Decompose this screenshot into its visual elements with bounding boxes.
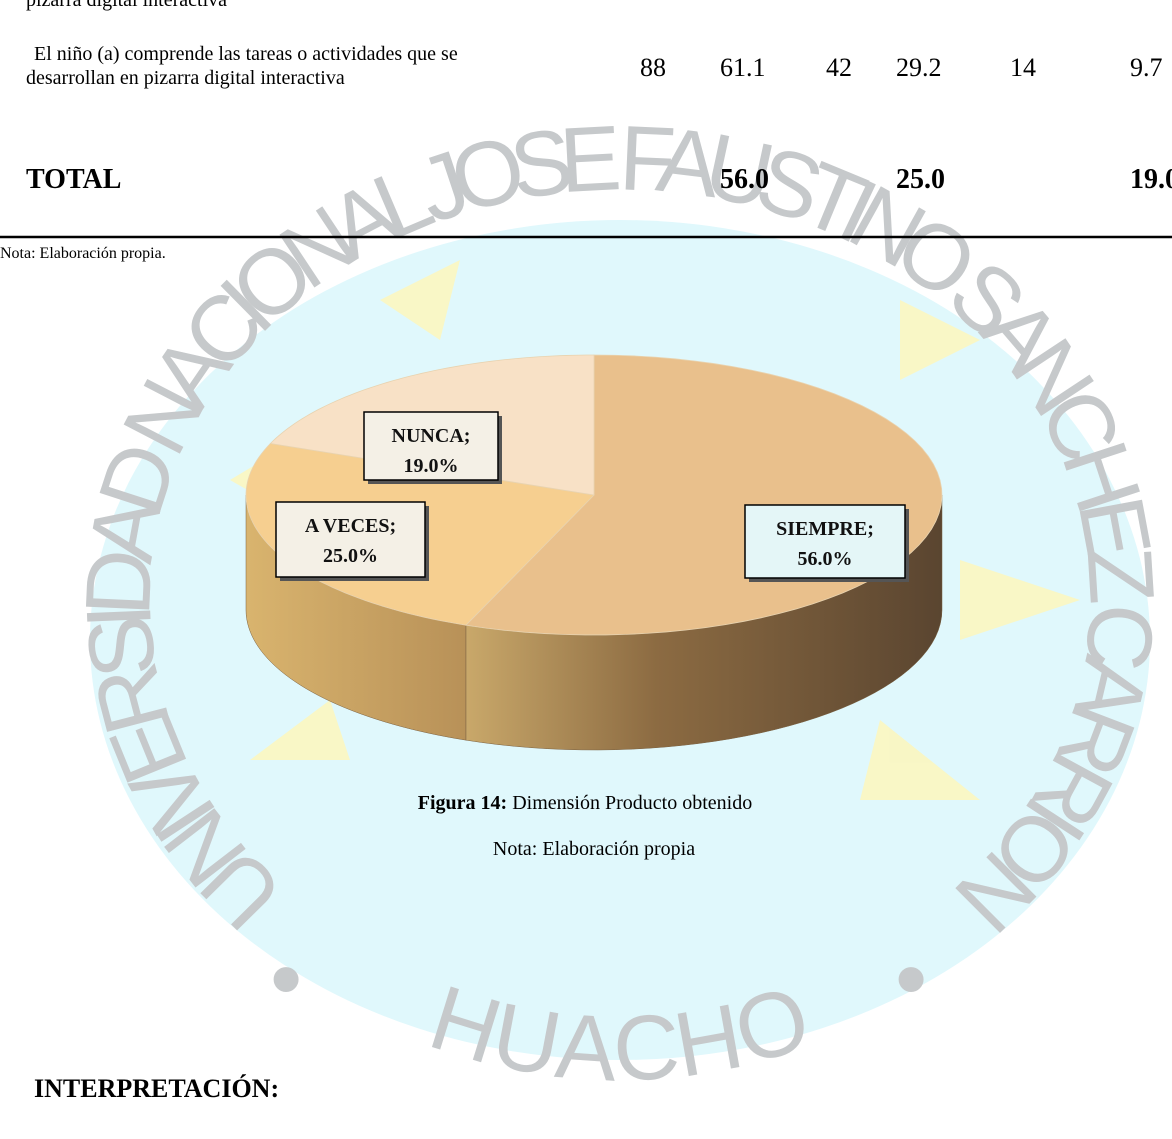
data-label-value: 56.0% (798, 548, 853, 570)
total-cells: 56.0 25.0 19.0 (720, 164, 1172, 195)
cell: 29.2 (896, 53, 942, 82)
text-fragment: pizarra digital interactiva (26, 0, 227, 11)
category-name: SIEMPRE (776, 518, 867, 540)
label-separator: ; (867, 518, 874, 540)
total-label: TOTAL (26, 164, 121, 195)
row-label: desarrollan en pizarra digital interacti… (26, 67, 345, 89)
table-note: Nota: Elaboración propia. (0, 245, 166, 262)
total-cell: 56.0 (720, 164, 769, 195)
watermark-dot: • (270, 928, 302, 1030)
row-cells: 88 61.1 42 29.2 14 9.7 (640, 53, 1163, 82)
data-label-value: 19.0% (404, 455, 459, 477)
data-label-value: 25.0% (323, 545, 378, 567)
label-box (744, 504, 906, 579)
category-name: A VECES (305, 515, 390, 537)
caption-note: Nota: Elaboración propia (493, 838, 695, 860)
caption-text: Dimensión Producto obtenido (512, 792, 752, 814)
cell: 61.1 (720, 53, 766, 82)
label-box (363, 411, 499, 481)
heading: INTERPRETACIÓN: (34, 1074, 279, 1103)
data-label: SIEMPRE; (776, 518, 874, 540)
cell: 88 (640, 53, 666, 82)
cell: 42 (826, 53, 852, 82)
total-cell: 25.0 (896, 164, 945, 195)
total-cell: 19.0 (1130, 164, 1172, 195)
label-box (275, 501, 426, 578)
cell: 14 (1010, 53, 1036, 82)
label-separator: ; (464, 425, 471, 447)
pie-chart: SIEMPRE;56.0%A VECES;25.0%NUNCA;19.0% (245, 354, 943, 751)
label-separator: ; (390, 515, 397, 537)
caption-label: Figura 14: (418, 792, 507, 814)
data-label: NUNCA; (392, 425, 471, 447)
caption: Figura 14: Dimensión Producto obtenido (418, 792, 752, 814)
data-label: A VECES; (305, 515, 396, 537)
cell: 9.7 (1130, 53, 1163, 82)
category-name: NUNCA (392, 425, 465, 447)
row-label: El niño (a) comprende las tareas o activ… (34, 43, 458, 65)
watermark-dot: • (895, 928, 927, 1030)
